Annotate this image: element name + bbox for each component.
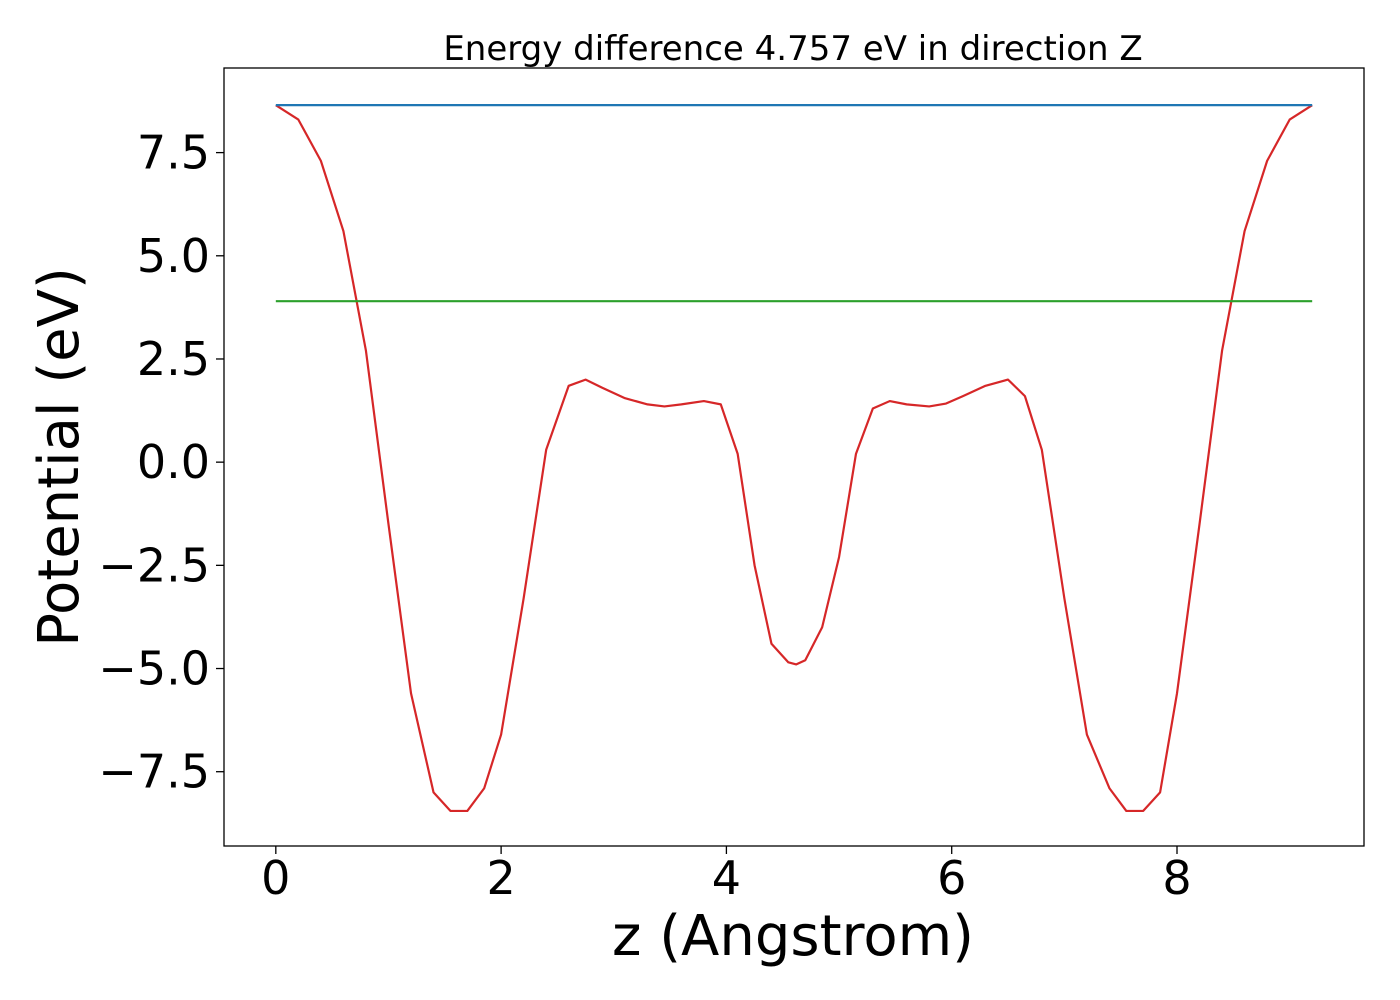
x-tick-label: 2: [486, 851, 515, 905]
y-tick-label: −5.0: [98, 642, 210, 696]
y-tick-label: 2.5: [137, 332, 210, 386]
series-layer: [275, 104, 1313, 813]
y-tick-label: −7.5: [98, 745, 210, 799]
x-axis-label: z (Angstrom): [612, 904, 974, 969]
y-tick-label: 7.5: [137, 126, 210, 180]
chart-title: Energy difference 4.757 eV in direction …: [443, 29, 1142, 69]
x-tick-label: 6: [937, 851, 966, 905]
y-axis: −7.5 −5.0 −2.5 0.0 2.5 5.0 7.5: [98, 126, 224, 799]
y-axis-label: Potential (eV): [27, 267, 92, 647]
y-tick-label: 0.0: [137, 435, 210, 489]
x-tick-label: 4: [712, 851, 741, 905]
x-tick-label: 0: [261, 851, 290, 905]
x-tick-label: 8: [1162, 851, 1191, 905]
y-tick-label: −2.5: [98, 538, 210, 592]
plot-frame: [223, 67, 1365, 847]
series-line-0: [275, 104, 1313, 813]
y-tick-label: 5.0: [137, 229, 210, 283]
x-axis: 0 2 4 6 8: [261, 846, 1192, 905]
